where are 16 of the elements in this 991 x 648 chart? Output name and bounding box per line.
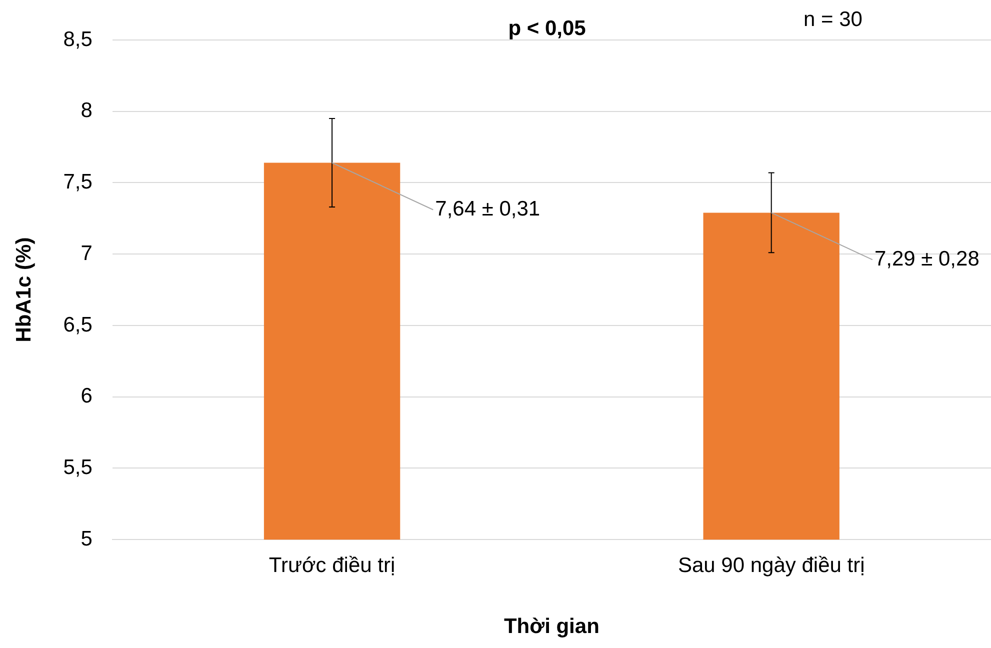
y-tick-label: 6,5 <box>63 313 92 336</box>
y-tick-label: 6 <box>80 384 92 408</box>
data-label: 7,29 ± 0,28 <box>874 248 980 271</box>
text: p < 0,05 <box>508 16 586 40</box>
data-label: 7,64 ± 0,31 <box>435 198 540 221</box>
x-tick-label: Sau 90 ngày điều trị <box>678 554 865 577</box>
y-tick-label: 5,5 <box>63 456 92 480</box>
x-tick-label: Trước điều trị <box>268 554 396 577</box>
y-tick-label: 8 <box>80 99 92 122</box>
y-tick-label: 8,5 <box>63 28 92 51</box>
y-tick-label: 7,5 <box>63 170 92 194</box>
y-tick-label: 7 <box>80 242 92 265</box>
y-axis-title: HbA1c (%) <box>12 237 36 342</box>
y-tick-label: 5 <box>80 527 92 550</box>
text: n = 30 <box>804 8 862 31</box>
x-axis-title: Thời gian <box>504 615 600 638</box>
